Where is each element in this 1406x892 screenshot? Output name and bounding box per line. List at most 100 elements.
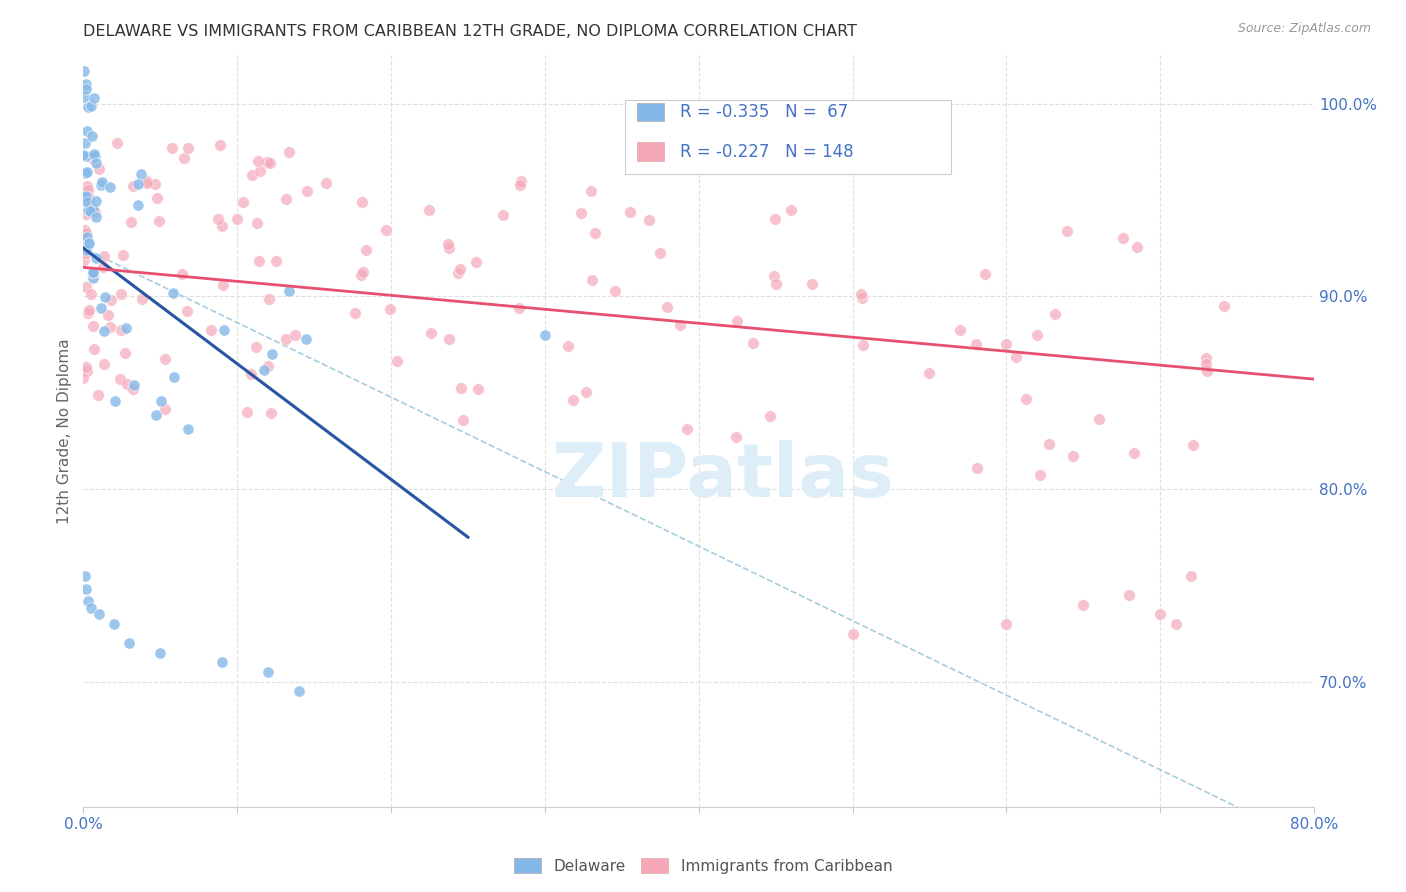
Point [1118, 588, 1140, 602]
Point [84, 155, 107, 169]
Point [852, 338, 875, 352]
Point [583, 227, 606, 241]
Point [1062, 450, 1084, 464]
Point [232, 195, 254, 210]
Point [75, 207, 97, 221]
Point [851, 286, 873, 301]
Point [82, 318, 104, 333]
Point [75, 582, 97, 597]
Point [80, 601, 103, 615]
Point [374, 222, 396, 236]
Point [77, 303, 100, 318]
Point [380, 302, 402, 317]
Point [98, 180, 121, 194]
Point [841, 626, 863, 640]
Point [207, 211, 229, 226]
Point [266, 254, 288, 268]
Point [79, 203, 101, 218]
Point [277, 145, 299, 159]
Point [170, 268, 193, 282]
Point [343, 306, 366, 320]
Point [200, 323, 222, 337]
Point [75, 81, 97, 95]
Point [1026, 327, 1049, 342]
Point [83, 91, 105, 105]
Point [467, 382, 489, 396]
Point [93, 260, 115, 274]
Point [155, 401, 177, 416]
Point [387, 353, 409, 368]
Point [1195, 351, 1218, 366]
Point [779, 202, 801, 217]
Point [257, 359, 280, 373]
Point [149, 394, 172, 409]
Point [93, 325, 115, 339]
Point [83, 205, 105, 219]
Point [82, 271, 104, 285]
Point [94, 290, 117, 304]
Point [73, 190, 96, 204]
Point [82, 268, 104, 283]
Point [446, 266, 468, 280]
Point [82, 267, 104, 281]
Point [98, 320, 121, 334]
Point [83, 342, 105, 356]
Point [136, 174, 159, 188]
Point [257, 293, 280, 307]
Point [120, 215, 142, 229]
Point [72, 370, 94, 384]
Point [75, 77, 97, 91]
Point [1195, 357, 1218, 371]
Point [73, 568, 96, 582]
Point [114, 346, 136, 360]
Point [76, 230, 98, 244]
Point [76, 165, 98, 179]
Point [534, 327, 557, 342]
Point [1043, 307, 1066, 321]
Point [260, 347, 283, 361]
Point [350, 268, 373, 283]
Point [284, 328, 307, 343]
Point [77, 191, 100, 205]
Point [93, 249, 115, 263]
Point [162, 286, 184, 301]
Point [160, 141, 183, 155]
Point [350, 194, 373, 209]
Point [115, 377, 138, 392]
Point [148, 214, 170, 228]
Point [491, 208, 513, 222]
Point [76, 306, 98, 320]
Point [110, 323, 132, 337]
Point [121, 178, 143, 193]
Point [605, 285, 627, 299]
Point [73, 136, 96, 150]
Point [725, 313, 748, 327]
Point [1195, 364, 1218, 378]
Legend: Delaware, Immigrants from Caribbean: Delaware, Immigrants from Caribbean [508, 852, 898, 880]
Point [122, 382, 145, 396]
Point [75, 359, 97, 374]
Point [89, 161, 111, 176]
Point [762, 269, 785, 284]
Point [1126, 239, 1149, 253]
Point [107, 136, 129, 150]
Point [87, 387, 110, 401]
Point [214, 322, 236, 336]
Point [569, 206, 592, 220]
Point [246, 216, 269, 230]
Point [1111, 231, 1133, 245]
FancyBboxPatch shape [637, 103, 664, 120]
Point [995, 337, 1018, 351]
Point [276, 192, 298, 206]
Point [742, 335, 765, 350]
Point [437, 332, 460, 346]
Point [177, 141, 200, 155]
Point [76, 124, 98, 138]
Point [211, 219, 233, 234]
Point [75, 149, 97, 163]
Point [82, 151, 104, 165]
Point [76, 203, 98, 218]
Point [80, 98, 103, 112]
Point [1071, 598, 1094, 612]
Point [676, 422, 699, 436]
